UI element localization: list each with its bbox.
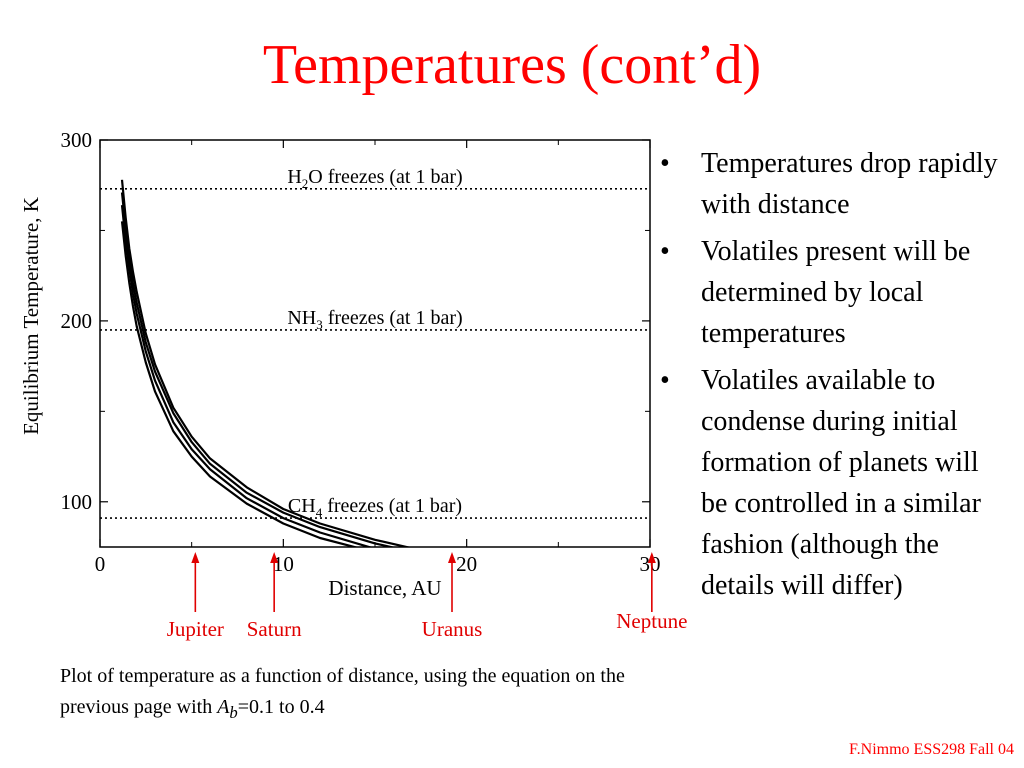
temperature-curve xyxy=(120,179,412,547)
temperature-curve xyxy=(120,221,359,547)
planet-marker-arrowhead xyxy=(270,552,279,563)
caption-text: Plot of temperature as a function of dis… xyxy=(60,665,625,718)
y-axis-label: Equilibrium Temperature, K xyxy=(19,197,43,435)
planet-label: Neptune xyxy=(616,609,687,633)
temperature-curve xyxy=(120,204,373,547)
caption-symbol: A xyxy=(217,696,230,718)
bullet-text: Volatiles available to condense during i… xyxy=(701,365,981,601)
plot-frame xyxy=(99,139,651,548)
freeze-line-label: CH4 freezes (at 1 bar) xyxy=(288,495,462,520)
temperature-curve xyxy=(120,192,396,547)
x-tick-label: 10 xyxy=(273,552,294,576)
slide-title: Temperatures (cont’d) xyxy=(262,34,762,96)
x-tick-label: 0 xyxy=(95,552,106,576)
planet-marker-arrowhead xyxy=(647,552,656,563)
x-axis-label: Distance, AU xyxy=(328,576,441,600)
figure-caption: Plot of temperature as a function of dis… xyxy=(60,661,640,728)
bullet-item: • Volatiles present will be determined by… xyxy=(660,231,1000,354)
planet-label: Uranus xyxy=(422,617,483,641)
bullet-item: • Volatiles available to condense during … xyxy=(660,360,1000,606)
y-tick-label: 200 xyxy=(61,309,93,333)
bullet-dot: • xyxy=(660,365,670,396)
bullet-dot: • xyxy=(660,148,670,179)
caption-tail: =0.1 to 0.4 xyxy=(237,696,325,718)
freeze-line-label: H2O freezes (at 1 bar) xyxy=(287,166,462,191)
bullet-list: • Temperatures drop rapidly with distance… xyxy=(660,143,1000,612)
planet-marker-arrowhead xyxy=(448,552,456,563)
planet-label: Saturn xyxy=(247,617,302,641)
planet-label: Jupiter xyxy=(167,617,224,641)
y-tick-label: 300 xyxy=(61,128,93,152)
footer-credit: F.Nimmo ESS298 Fall 04 xyxy=(849,741,1014,758)
x-tick-label: 20 xyxy=(456,552,477,576)
bullet-text: Volatiles present will be determined by … xyxy=(701,236,971,349)
caption-subscript: b xyxy=(229,703,238,722)
bullet-dot: • xyxy=(660,236,670,267)
planet-marker-arrowhead xyxy=(191,552,200,563)
y-tick-label: 100 xyxy=(61,490,93,514)
bullet-text: Temperatures drop rapidly with distance xyxy=(701,148,998,220)
freeze-line-label: NH3 freezes (at 1 bar) xyxy=(287,307,462,332)
bullet-item: • Temperatures drop rapidly with distance xyxy=(660,143,1000,225)
x-tick-label: 30 xyxy=(640,552,661,576)
